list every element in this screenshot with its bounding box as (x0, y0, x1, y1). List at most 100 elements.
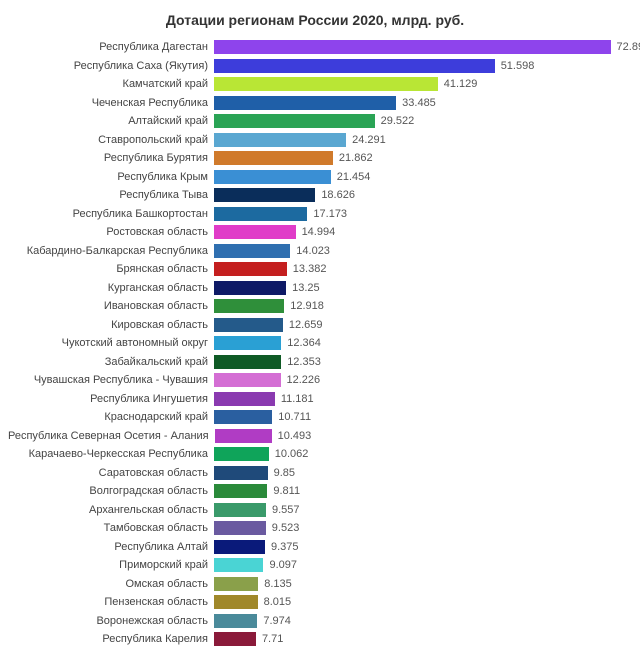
bar-row: Краснодарский край10.711 (8, 408, 622, 427)
value-label: 17.173 (307, 208, 347, 220)
value-label: 21.454 (331, 171, 371, 183)
bar (214, 207, 307, 221)
value-label: 11.181 (275, 393, 314, 405)
category-label: Брянская область (8, 263, 214, 275)
bar-area: 51.598 (214, 59, 622, 73)
bar-area: 9.811 (214, 484, 622, 498)
bar (214, 133, 346, 147)
bar-row: Саратовская область 9.85 (8, 464, 622, 483)
bar-row: Тамбовская область 9.523 (8, 519, 622, 538)
category-label: Волгоградская область (8, 485, 214, 497)
bar-area: 10.062 (214, 447, 622, 461)
bar (214, 188, 315, 202)
category-label: Забайкальский край (8, 356, 214, 368)
bar-row: Республика Крым21.454 (8, 168, 622, 187)
bar-row: Курганская область13.25 (8, 279, 622, 298)
bar (214, 484, 267, 498)
category-label: Воронежская область (8, 615, 214, 627)
bar (214, 336, 281, 350)
category-label: Кабардино-Балкарская Республика (8, 245, 214, 257)
bar (214, 521, 266, 535)
bar-area: 9.557 (214, 503, 622, 517)
chart-rows: Республика Дагестан72.892Республика Саха… (8, 38, 622, 649)
bar-area: 21.454 (214, 170, 622, 184)
category-label: Чувашская Республика - Чувашия (8, 374, 214, 386)
bar-row: Алтайский край29.522 (8, 112, 622, 131)
bar (214, 373, 281, 387)
value-label: 13.25 (286, 282, 320, 294)
bar-area: 12.226 (214, 373, 622, 387)
category-label: Кировская область (8, 319, 214, 331)
category-label: Республика Алтай (8, 541, 214, 553)
value-label: 9.557 (266, 504, 300, 516)
bar-area: 14.994 (214, 225, 622, 239)
bar-row: Воронежская область7.974 (8, 612, 622, 631)
value-label: 29.522 (375, 115, 415, 127)
bar (214, 632, 256, 646)
bar-row: Архангельская область 9.557 (8, 501, 622, 520)
bar-row: Чувашская Республика - Чувашия 12.226 (8, 371, 622, 390)
bar-row: Республика Карелия7.71 (8, 630, 622, 649)
bar (214, 77, 438, 91)
category-label: Краснодарский край (8, 411, 214, 423)
bar-row: Кировская область 12.659 (8, 316, 622, 335)
bar-row: Ростовская область14.994 (8, 223, 622, 242)
bar-area: 29.522 (214, 114, 622, 128)
bar-row: Волгоградская область 9.811 (8, 482, 622, 501)
bar-area: 7.974 (214, 614, 622, 628)
value-label: 33.485 (396, 97, 436, 109)
bar-row: Омская область8.135 (8, 575, 622, 594)
bar-row: Республика Тыва18.626 (8, 186, 622, 205)
bar (214, 96, 396, 110)
value-label: 9.811 (267, 485, 300, 497)
category-label: Республика Дагестан (8, 41, 214, 53)
category-label: Республика Башкортостан (8, 208, 214, 220)
bar-chart: Дотации регионам России 2020, млрд. руб.… (0, 0, 640, 660)
category-label: Омская область (8, 578, 214, 590)
bar-area: 18.626 (214, 188, 622, 202)
value-label: 9.85 (268, 467, 295, 479)
bar-row: Пензенская область8.015 (8, 593, 622, 612)
bar (214, 614, 257, 628)
bar (214, 262, 287, 276)
bar (214, 59, 495, 73)
category-label: Ростовская область (8, 226, 214, 238)
bar-row: Брянская область13.382 (8, 260, 622, 279)
bar-area: 9.097 (214, 558, 622, 572)
bar-area: 12.659 (214, 318, 622, 332)
bar-row: Республика Саха (Якутия)51.598 (8, 57, 622, 76)
bar (214, 447, 269, 461)
chart-title: Дотации регионам России 2020, млрд. руб. (8, 12, 622, 28)
bar-row: Приморский край9.097 (8, 556, 622, 575)
value-label: 41.129 (438, 78, 478, 90)
value-label: 12.918 (284, 300, 324, 312)
value-label: 9.523 (266, 522, 300, 534)
bar (214, 355, 281, 369)
bar-area: 9.523 (214, 521, 622, 535)
bar-row: Чеченская Республика33.485 (8, 94, 622, 113)
bar-area: 21.862 (214, 151, 622, 165)
bar (214, 225, 296, 239)
bar-row: Забайкальский край12.353 (8, 353, 622, 372)
bar (214, 244, 290, 258)
bar (214, 151, 333, 165)
category-label: Республика Саха (Якутия) (8, 60, 214, 72)
bar (214, 540, 265, 554)
value-label: 12.659 (283, 319, 323, 331)
value-label: 12.226 (281, 374, 321, 386)
category-label: Чукотский автономный округ (8, 337, 214, 349)
bar-area: 72.892 (214, 40, 622, 54)
bar (214, 466, 268, 480)
category-label: Архангельская область (8, 504, 214, 516)
value-label: 7.71 (256, 633, 283, 645)
value-label: 14.023 (290, 245, 330, 257)
category-label: Тамбовская область (8, 522, 214, 534)
category-label: Саратовская область (8, 467, 214, 479)
bar (214, 318, 283, 332)
bar (215, 429, 272, 443)
bar-row: Ивановская область12.918 (8, 297, 622, 316)
category-label: Карачаево-Черкесская Республика (8, 448, 214, 460)
category-label: Камчатский край (8, 78, 214, 90)
value-label: 8.015 (258, 596, 292, 608)
bar (214, 170, 331, 184)
